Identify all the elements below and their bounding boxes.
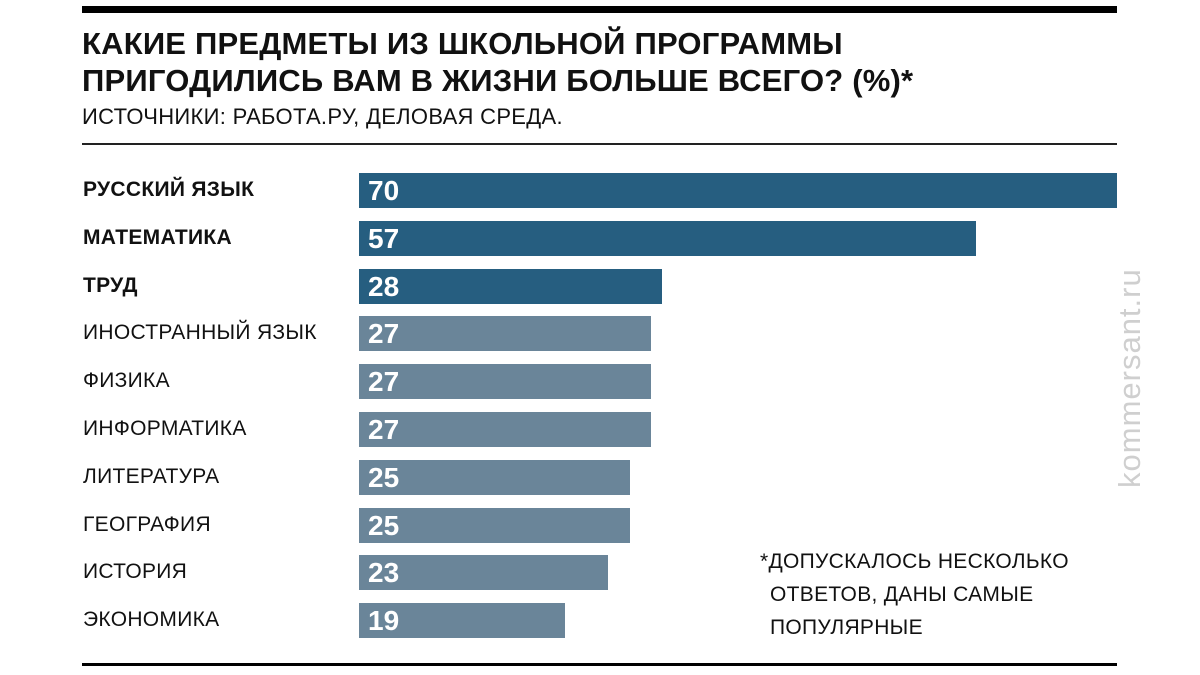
value-label: 27 <box>368 318 400 350</box>
value-label: 27 <box>368 414 400 445</box>
value-label: 19 <box>368 605 400 637</box>
category-label: ИНОСТРАННЫЙ ЯЗЫК <box>83 321 317 345</box>
footnote-line-2: ОТВЕТОВ, ДАНЫ САМЫЕ <box>770 583 1034 606</box>
footnote-line-3: ПОПУЛЯРНЫЕ <box>770 616 923 639</box>
value-label: 28 <box>368 270 400 302</box>
bar <box>359 173 1117 208</box>
bar <box>359 507 630 543</box>
category-label: МАТЕМАТИКА <box>83 225 232 249</box>
bar <box>359 364 652 400</box>
bar <box>359 459 630 495</box>
value-label: 27 <box>368 366 400 398</box>
chart-subtitle: ИСТОЧНИКИ: РАБОТА.РУ, ДЕЛОВАЯ СРЕДА. <box>82 104 563 129</box>
top-rule <box>82 6 1117 13</box>
bar <box>359 268 663 304</box>
footnote: *ДОПУСКАЛОСЬ НЕСКОЛЬКО ОТВЕТОВ, ДАНЫ САМ… <box>760 545 1069 644</box>
category-label: ИНФОРМАТИКА <box>83 417 247 440</box>
value-label: 25 <box>368 461 400 493</box>
value-label: 57 <box>368 222 400 254</box>
bottom-rule <box>82 663 1117 666</box>
category-label: ГЕОГРАФИЯ <box>83 512 211 536</box>
category-label: РУССКИЙ ЯЗЫК <box>83 178 255 201</box>
value-label: 70 <box>368 175 400 206</box>
category-label: ИСТОРИЯ <box>83 560 188 584</box>
category-label: ЛИТЕРАТУРА <box>83 464 220 488</box>
title-line-1: КАКИЕ ПРЕДМЕТЫ ИЗ ШКОЛЬНОЙ ПРОГРАММЫ <box>82 26 843 61</box>
bar <box>359 316 652 352</box>
bar <box>359 412 652 447</box>
bar <box>359 555 609 591</box>
title-line-2: ПРИГОДИЛИСЬ ВАМ В ЖИЗНИ БОЛЬШЕ ВСЕГО? (%… <box>82 63 914 98</box>
footnote-line-1: *ДОПУСКАЛОСЬ НЕСКОЛЬКО <box>760 550 1069 573</box>
value-label: 25 <box>368 509 400 541</box>
value-label: 23 <box>368 557 400 589</box>
bar <box>359 603 565 639</box>
category-label: ТРУД <box>83 273 138 297</box>
chart-title: КАКИЕ ПРЕДМЕТЫ ИЗ ШКОЛЬНОЙ ПРОГРАММЫ ПРИ… <box>82 25 913 99</box>
header-rule <box>82 143 1117 145</box>
bar <box>359 220 977 256</box>
category-label: ФИЗИКА <box>83 369 170 393</box>
watermark: kommersant.ru <box>1112 268 1147 488</box>
category-label: ЭКОНОМИКА <box>83 608 220 632</box>
